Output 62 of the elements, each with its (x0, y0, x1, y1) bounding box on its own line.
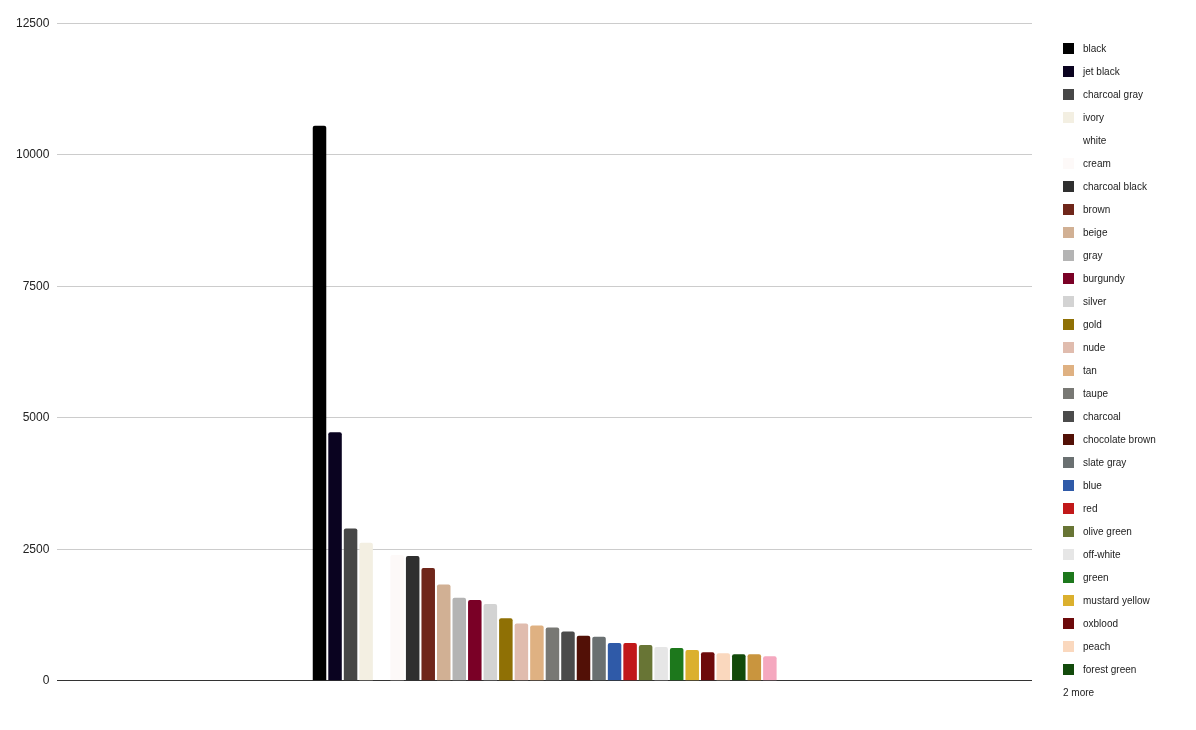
bar (468, 599, 482, 681)
legend-label: cream (1083, 158, 1111, 169)
text: 2 more (1063, 687, 1095, 698)
bar (483, 603, 498, 681)
bar (607, 642, 622, 681)
legend-label: silver (1083, 296, 1107, 307)
bar (561, 631, 575, 681)
bar (545, 627, 560, 681)
legend-label: green (1083, 572, 1109, 583)
legend-label: peach (1083, 641, 1111, 652)
legend-label: blue (1083, 480, 1102, 491)
legend-label: forest green (1083, 664, 1137, 675)
bar (452, 597, 467, 681)
legend-label: ivory (1083, 112, 1105, 123)
bar (747, 654, 762, 681)
legend-label: beige (1083, 227, 1108, 238)
legend-label: gold (1083, 319, 1102, 330)
legend-label: nude (1083, 342, 1106, 353)
bar (732, 654, 746, 681)
y-tick-label: 5000 (22, 410, 50, 425)
bar (514, 623, 529, 681)
bar (654, 646, 668, 681)
legend-label: burgundy (1083, 273, 1125, 284)
bar (312, 125, 327, 681)
legend-label: charcoal black (1083, 181, 1147, 192)
legend-label: olive green (1083, 526, 1132, 537)
legend-label: gray (1083, 250, 1103, 261)
text: white (1083, 135, 1107, 146)
legend-label: charcoal (1083, 411, 1121, 422)
legend-label: off-white (1083, 549, 1121, 560)
y-tick-label: 7500 (22, 278, 50, 293)
legend-label: charcoal gray (1083, 89, 1144, 100)
bar (359, 542, 373, 681)
y-tick-label: 0 (42, 673, 50, 688)
bar (592, 636, 606, 681)
legend-label: mustard yellow (1083, 595, 1150, 606)
bar (763, 656, 777, 681)
legend-label: taupe (1083, 388, 1109, 399)
y-tick-label: 10000 (15, 147, 50, 162)
y-tick-label: 12500 (15, 15, 50, 30)
bar (623, 642, 637, 681)
legend-label: brown (1083, 204, 1111, 215)
bar (700, 652, 715, 681)
bar (716, 653, 731, 681)
legend-label: jet black (1083, 66, 1120, 77)
legend-label: chocolate brown (1083, 434, 1156, 445)
y-tick-label: 2500 (22, 541, 50, 556)
bar (421, 568, 435, 681)
bar (669, 648, 684, 681)
legend-label: tan (1083, 365, 1097, 376)
bar (328, 432, 342, 681)
legend-label: slate gray (1083, 457, 1127, 468)
legend-label: black (1083, 43, 1107, 54)
bar (576, 635, 591, 681)
bar (685, 650, 699, 681)
bar (343, 528, 358, 681)
legend-label: oxblood (1083, 618, 1119, 629)
bar (499, 618, 513, 681)
legend-label: red (1083, 503, 1098, 514)
bar (530, 625, 544, 681)
bar (638, 644, 653, 681)
bar (436, 584, 451, 681)
